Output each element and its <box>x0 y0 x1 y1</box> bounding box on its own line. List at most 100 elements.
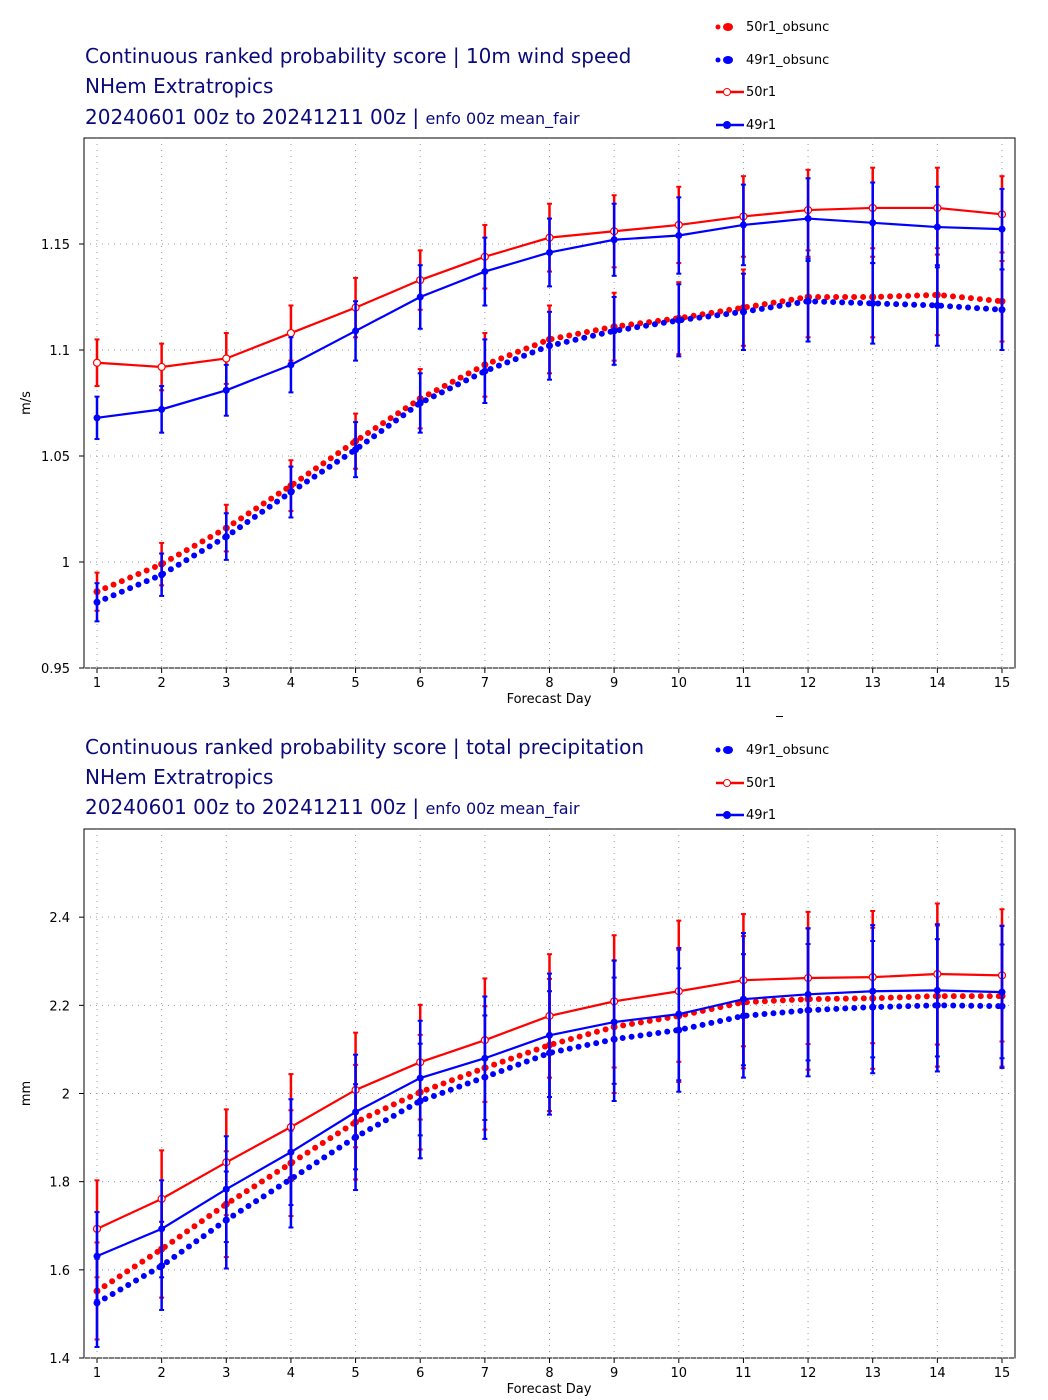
y-axis-label: m/s <box>19 391 34 415</box>
chart1: 1 2 3 4 5 6 7 8 9 10 11 12 13 14 150.9511.051.11.15For… <box>19 137 1016 707</box>
x-tick-label: 10 <box>671 1366 688 1381</box>
x-tick-label: 9 <box>610 676 618 691</box>
data-point <box>610 327 618 335</box>
data-point <box>869 219 877 227</box>
chart1-legend: 50r1_obsunc 49r1_obsunc 50r1 49r1 <box>714 20 829 150</box>
chart2-subtitle-region: NHem Extratropics <box>85 765 274 789</box>
data-point <box>222 1185 230 1193</box>
x-tick-label: 6 <box>416 1366 424 1381</box>
legend-label: 50r1 <box>746 85 777 100</box>
x-tick-label: 2 <box>158 676 166 691</box>
y-tick-label: 1.15 <box>41 238 70 253</box>
data-point <box>352 1108 360 1116</box>
data-point <box>610 1018 618 1026</box>
data-point <box>739 308 747 316</box>
legend-item: 49r1_obsunc <box>714 53 829 86</box>
y-tick-label: 2.4 <box>49 911 70 926</box>
x-tick-label: 2 <box>158 1366 166 1381</box>
series-49r1 <box>93 177 1006 441</box>
x-tick-label: 7 <box>481 676 489 691</box>
x-tick-label: 9 <box>610 1366 618 1381</box>
data-point <box>158 571 166 579</box>
data-point <box>998 225 1006 233</box>
data-point <box>933 223 941 231</box>
data-point <box>287 488 295 496</box>
data-point <box>416 1074 424 1082</box>
series-line <box>94 993 1005 1294</box>
x-tick-label: 4 <box>287 676 295 691</box>
data-point <box>222 354 231 363</box>
x-tick-label: 15 <box>994 1366 1011 1381</box>
x-tick-label: 14 <box>929 676 946 691</box>
legend-item: 50r1 <box>714 776 829 809</box>
y-tick-label: 2 <box>62 1088 70 1103</box>
y-tick-label: 1.1 <box>49 344 70 359</box>
legend-label: 50r1 <box>746 775 777 791</box>
data-point <box>546 248 553 256</box>
x-tick-label: 12 <box>800 676 817 691</box>
chart2-dates: 20240601 00z to 20241211 00z | <box>85 795 420 819</box>
x-tick-label: 8 <box>545 1366 553 1381</box>
legend-item: 50r1_obsunc <box>714 20 829 53</box>
data-point <box>287 361 295 369</box>
data-point <box>416 399 424 407</box>
chart1-title: Continuous ranked probability score | 10… <box>85 44 632 68</box>
x-tick-label: 8 <box>545 676 553 691</box>
series-49r1 <box>93 923 1006 1302</box>
x-tick-label: 11 <box>735 676 752 691</box>
data-point <box>481 1054 489 1062</box>
chart2: 1 2 3 4 5 6 7 8 9 10 11 12 13 14 151.41.61.822.22.4For… <box>19 828 1016 1397</box>
data-point <box>222 386 230 394</box>
series-49r1_obsunc <box>93 259 1006 623</box>
data-point <box>481 268 489 276</box>
x-tick-label: 10 <box>671 676 688 691</box>
data-point <box>416 293 424 301</box>
legend-line-marker-icon <box>716 811 744 819</box>
legend-label: 50r1_obsunc <box>746 20 830 35</box>
x-tick-label: 6 <box>416 676 424 691</box>
data-point <box>610 236 618 244</box>
y-axis-label: mm <box>19 1081 34 1106</box>
data-point <box>869 299 877 307</box>
y-tick-label: 1.8 <box>49 1176 70 1191</box>
x-tick-label: 7 <box>481 1366 489 1381</box>
data-point <box>804 990 812 998</box>
x-tick-label: 13 <box>864 676 881 691</box>
data-point <box>92 358 102 367</box>
data-point <box>93 598 101 606</box>
legend-label: 49r1_obsunc <box>746 52 830 68</box>
chart2-experiment: enfo 00z mean_fair <box>425 799 580 818</box>
data-point <box>933 301 941 309</box>
data-point <box>933 986 941 994</box>
chart1-subtitle-region: NHem Extratropics <box>85 74 274 98</box>
legend-label: 49r1_obsunc <box>746 743 830 758</box>
y-tick-label: 2.2 <box>49 999 70 1014</box>
data-point <box>481 367 489 375</box>
data-point <box>93 1252 101 1260</box>
chart2-legend: 49r1_obsunc 50r1 49r1 <box>714 743 829 841</box>
chart2-date-range: 20240601 00z to 20241211 00z | enfo 00z … <box>85 795 580 819</box>
legend-dotted-marker-icon <box>715 55 733 64</box>
data-point <box>739 995 747 1003</box>
legend-item: 50r1 <box>714 85 829 118</box>
data-point <box>157 362 166 372</box>
x-tick-label: 5 <box>351 676 359 691</box>
data-point <box>352 446 360 454</box>
x-axis-label: Forecast Day <box>507 692 592 707</box>
y-tick-label: 1.6 <box>49 1264 70 1279</box>
data-point <box>352 327 360 335</box>
data-point <box>158 405 166 413</box>
data-point <box>93 414 101 422</box>
legend-item: 49r1_obsunc <box>714 743 829 776</box>
data-point <box>158 1225 166 1233</box>
legend-label: 49r1 <box>746 808 777 823</box>
x-tick-label: 12 <box>800 1366 817 1381</box>
x-axis-label: Forecast Day <box>507 1382 592 1397</box>
x-tick-label: 11 <box>735 1366 752 1381</box>
x-tick-label: 5 <box>351 1366 359 1381</box>
legend-line-marker-icon <box>716 778 744 787</box>
y-tick-label: 0.95 <box>41 662 70 677</box>
x-tick-label: 3 <box>222 1366 230 1381</box>
legend-dotted-marker-icon <box>715 23 733 31</box>
